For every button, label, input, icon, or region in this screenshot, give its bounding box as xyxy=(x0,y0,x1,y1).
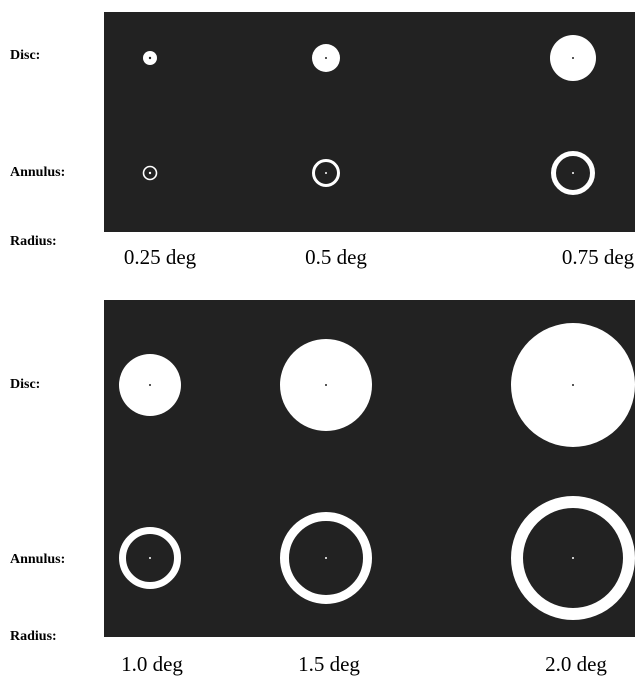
annuli xyxy=(142,151,595,195)
disc-label: Disc: xyxy=(10,48,40,63)
panel-background xyxy=(104,12,635,232)
annuli xyxy=(119,496,635,620)
fixation-dot xyxy=(148,56,152,60)
disc-label: Disc: xyxy=(10,377,40,392)
annulus xyxy=(142,165,158,181)
fixation-dot xyxy=(572,557,574,559)
annulus-label: Annulus: xyxy=(10,552,65,567)
fixation-dot xyxy=(149,557,151,559)
annulus xyxy=(312,159,340,187)
radius-value: 0.25 deg xyxy=(124,245,197,269)
radius-label: Radius: xyxy=(10,234,57,249)
fixation-dot xyxy=(572,57,574,59)
discs xyxy=(119,323,635,447)
fixation-dot xyxy=(325,172,327,174)
annulus xyxy=(119,527,181,589)
radius-value: 1.5 deg xyxy=(298,652,360,676)
radius-value: 0.5 deg xyxy=(305,245,367,269)
annulus xyxy=(280,512,372,604)
fixation-dot xyxy=(325,557,327,559)
radius-label: Radius: xyxy=(10,629,57,644)
fixation-dot xyxy=(148,171,152,175)
radius-value: 0.75 deg xyxy=(562,245,635,269)
fixation-dot xyxy=(572,384,574,386)
fixation-dot xyxy=(325,384,327,386)
radius-value: 1.0 deg xyxy=(121,652,183,676)
fixation-dot xyxy=(149,384,151,386)
fixation-dot xyxy=(325,57,327,59)
annulus-label: Annulus: xyxy=(10,165,65,180)
fixation-dot xyxy=(572,172,574,174)
annulus xyxy=(511,496,635,620)
radius-value: 2.0 deg xyxy=(545,652,607,676)
discs xyxy=(143,35,596,81)
annulus xyxy=(551,151,595,195)
